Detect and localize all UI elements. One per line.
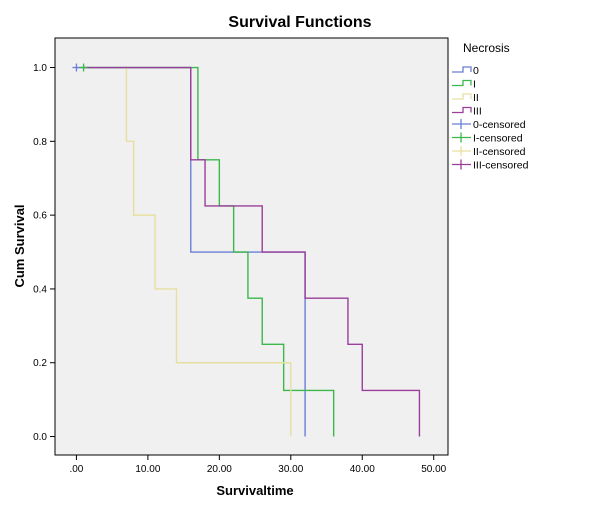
series-group xyxy=(76,66,421,437)
axes: .00 10.00 20.00 30.00 40.00 50.00 0.0 0.2 0.4 0.6… xyxy=(33,63,447,475)
legend-title: Necrosis xyxy=(463,41,510,55)
legend-label: II-censored xyxy=(473,146,526,158)
legend-item-0-censored: 0-censored xyxy=(452,119,526,131)
legend-item-II: II xyxy=(452,92,479,104)
legend-label: 0-censored xyxy=(473,119,526,131)
x-tick-label: .00 xyxy=(69,464,83,475)
censor-mark-I-censored xyxy=(79,63,88,72)
y-tick-label: 0.6 xyxy=(33,211,47,222)
chart-title: Survival Functions xyxy=(228,14,371,31)
legend-swatch xyxy=(452,66,472,73)
plot-area xyxy=(54,37,449,456)
legend-item-II-censored: II-censored xyxy=(452,146,526,158)
y-tick-label: 0.8 xyxy=(33,137,47,148)
legend-item-III: III xyxy=(452,106,482,118)
legend-label: I xyxy=(473,79,476,91)
legend-swatch xyxy=(452,79,472,87)
censor-mark-0-censored xyxy=(72,63,81,72)
legend-item-I-censored: I-censored xyxy=(452,132,523,145)
legend-label: III-censored xyxy=(473,160,529,172)
legend-label: I-censored xyxy=(473,133,523,145)
series-line-II xyxy=(125,67,292,437)
series-line-III xyxy=(83,66,421,437)
x-tick-label: 10.00 xyxy=(135,464,160,475)
x-tick-label: 30.00 xyxy=(278,464,303,475)
x-tick-label: 40.00 xyxy=(350,464,375,475)
x-tick-label: 20.00 xyxy=(207,464,232,475)
legend-item-I: I xyxy=(452,79,476,91)
x-tick-label: 50.00 xyxy=(421,464,446,475)
censor-marks xyxy=(72,63,88,72)
legend-item-III-censored: III-censored xyxy=(452,159,529,172)
y-tick-label: 0.2 xyxy=(33,358,47,369)
legend-label: III xyxy=(473,106,482,118)
legend-item-0: 0 xyxy=(452,65,479,77)
legend-swatch xyxy=(452,93,472,100)
y-tick-label: 0.0 xyxy=(33,432,47,443)
x-axis-label: Survivaltime xyxy=(216,483,293,498)
y-axis-label: Cum Survival xyxy=(12,204,27,287)
legend-label: II xyxy=(473,92,479,104)
legend-label: 0 xyxy=(473,65,479,77)
legend: 0IIIIII0-censoredI-censoredII-censoredII… xyxy=(452,65,529,172)
y-tick-label: 0.4 xyxy=(33,284,47,295)
y-tick-label: 1.0 xyxy=(33,63,47,74)
legend-swatch xyxy=(452,106,472,114)
